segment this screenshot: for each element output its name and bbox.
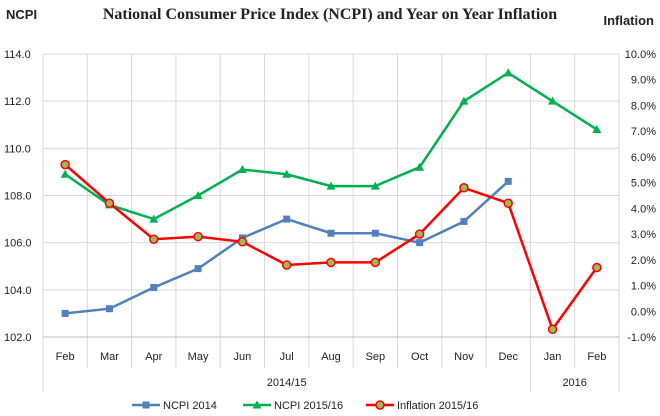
data-point <box>193 191 203 199</box>
data-point <box>281 260 292 270</box>
data-point <box>459 183 469 193</box>
y2-tick-label: 7.0% <box>631 126 656 138</box>
y-tick-label: 106.0 <box>4 238 32 250</box>
data-point <box>104 198 115 208</box>
data-point <box>592 124 602 133</box>
y2-tick-label: 5.0% <box>631 178 656 190</box>
y2-tick-label: 1.0% <box>631 281 656 293</box>
data-point <box>548 96 558 105</box>
data-point <box>326 181 336 190</box>
y-tick-label: 112.0 <box>4 96 31 108</box>
x-tick-label: Dec <box>498 351 518 363</box>
x-tick-label: Jan <box>544 351 562 363</box>
y-tick-label: 104.0 <box>4 285 32 297</box>
data-point <box>503 198 513 208</box>
data-point <box>416 239 424 247</box>
data-point <box>149 214 159 223</box>
x-group-label: 2016 <box>562 377 586 389</box>
x-tick-label: Feb <box>587 351 606 363</box>
data-point <box>60 159 70 170</box>
x-tick-label: Feb <box>56 351 75 363</box>
x-group-label: 2014/15 <box>267 377 307 389</box>
y2-tick-label: 3.0% <box>631 229 656 241</box>
data-point <box>415 162 425 171</box>
series-line-1 <box>64 71 598 221</box>
data-point <box>150 283 158 291</box>
data-point <box>371 229 379 237</box>
legend-label: Inflation 2015/16 <box>397 400 478 412</box>
data-point <box>547 324 558 335</box>
x-tick-label: Mar <box>100 351 119 363</box>
data-point <box>193 231 203 242</box>
data-point <box>60 169 70 178</box>
data-point <box>370 257 381 268</box>
data-point <box>283 215 291 223</box>
x-tick-label: Sep <box>366 351 386 363</box>
data-point <box>459 96 469 105</box>
legend-label: NCPI 2015/16 <box>274 400 343 412</box>
data-point <box>237 237 248 247</box>
y2-tick-label: -1.0% <box>627 332 656 344</box>
x-tick-label: Nov <box>454 351 474 363</box>
data-point <box>327 229 335 237</box>
x-tick-label: Oct <box>411 351 428 363</box>
y2-tick-label: 4.0% <box>631 203 656 215</box>
x-tick-label: Aug <box>321 351 341 363</box>
data-point <box>194 265 202 273</box>
data-point <box>237 165 247 174</box>
legend-marker <box>375 400 385 410</box>
data-point <box>105 305 113 313</box>
y2-tick-label: 6.0% <box>631 152 656 164</box>
data-point <box>326 257 336 268</box>
data-point <box>460 217 468 225</box>
x-tick-label: May <box>188 351 209 363</box>
x-tick-label: Jun <box>234 351 252 363</box>
y-tick-label: 114.0 <box>4 49 31 61</box>
data-point <box>282 169 292 178</box>
y-tick-label: 108.0 <box>4 191 32 203</box>
y-tick-label: 110.0 <box>4 143 31 155</box>
data-point <box>370 181 380 190</box>
y-axis-label: NCPI <box>6 7 37 22</box>
data-point <box>61 309 69 317</box>
x-tick-label: Apr <box>145 351 162 363</box>
data-point <box>504 177 512 185</box>
y-tick-label: 102.0 <box>4 332 32 344</box>
y2-axis-label: Inflation <box>603 13 654 28</box>
y2-tick-label: 8.0% <box>631 100 656 112</box>
y2-tick-label: 9.0% <box>631 75 656 87</box>
data-point <box>414 229 425 239</box>
y2-tick-label: 2.0% <box>631 255 656 267</box>
x-tick-label: Jul <box>280 351 294 363</box>
data-point <box>503 68 513 77</box>
data-point <box>592 262 602 273</box>
data-point <box>149 234 159 244</box>
y2-tick-label: 10.0% <box>625 49 656 61</box>
y2-tick-label: 0.0% <box>631 306 656 318</box>
legend-label: NCPI 2014 <box>163 400 217 412</box>
legend-marker <box>142 401 150 409</box>
chart-title: National Consumer Price Index (NCPI) and… <box>103 6 557 23</box>
legend-marker <box>252 400 262 409</box>
